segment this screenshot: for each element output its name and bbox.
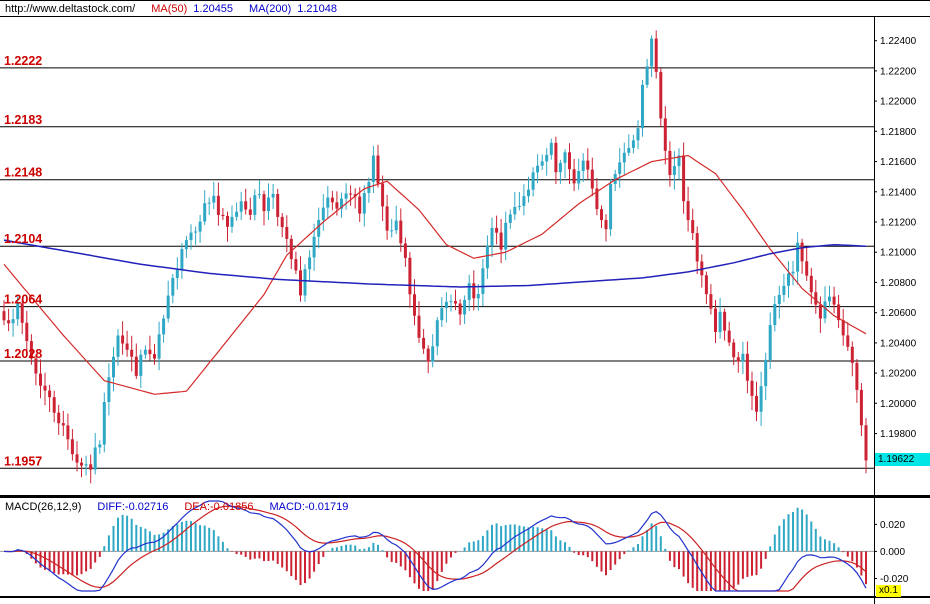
svg-text:1.2104: 1.2104 <box>4 232 42 246</box>
level-labels: 1.2222 1.2183 1.2148 1.2104 1.2064 1.2028 1.19… <box>4 54 42 468</box>
ma50-legend-value: 1.20455 <box>193 2 234 15</box>
svg-text:1.21800: 1.21800 <box>880 127 917 138</box>
svg-text:1.19800: 1.19800 <box>880 429 917 440</box>
ma200-line <box>3 239 867 288</box>
svg-text:1.2064: 1.2064 <box>4 293 42 307</box>
current-price-tag: 1.19622 <box>875 453 930 466</box>
watermark-url: http://www.deltastock.com/ <box>5 2 136 15</box>
macd-diff-value: DIFF:-0.02716 <box>97 501 169 513</box>
svg-text:1.20400: 1.20400 <box>880 338 917 349</box>
svg-text:1.22400: 1.22400 <box>880 36 917 47</box>
price-axis: 1.22400 1.22200 1.22000 1.21800 1.21600 1.214… <box>874 36 917 440</box>
ma50-line <box>3 154 867 395</box>
ma50-legend-label: MA(50) <box>151 2 188 15</box>
macd-scale-badge: x0.1 <box>876 585 901 597</box>
svg-text:0.020: 0.020 <box>880 520 905 531</box>
svg-text:1.22000: 1.22000 <box>880 97 917 108</box>
svg-text:1.2222: 1.2222 <box>4 54 42 68</box>
svg-text:1.21200: 1.21200 <box>880 218 917 229</box>
macd-axis: 0.020 0.000 -0.020 <box>874 520 909 585</box>
candlesticks[interactable] <box>2 30 868 484</box>
svg-text:1.2148: 1.2148 <box>4 166 42 180</box>
ma200-legend-label: MA(200) <box>249 2 292 15</box>
support-resistance-lines <box>0 67 874 469</box>
svg-text:-0.020: -0.020 <box>880 574 909 585</box>
macd-dea-value: DEA:-0.01856 <box>184 501 254 513</box>
svg-text:1.22200: 1.22200 <box>880 66 917 77</box>
ma200-legend-value: 1.21048 <box>297 2 337 15</box>
macd-diff-line <box>3 500 867 592</box>
macd-params-label: MACD(26,12,9) <box>5 501 82 513</box>
svg-text:0.000: 0.000 <box>880 547 905 558</box>
svg-text:1.20800: 1.20800 <box>880 278 917 289</box>
macd-histogram <box>7 507 867 591</box>
svg-text:1.20000: 1.20000 <box>880 399 917 410</box>
svg-text:1.21400: 1.21400 <box>880 187 917 198</box>
macd-value: MACD:-0.01719 <box>269 501 349 513</box>
macd-dea-line <box>3 505 867 592</box>
svg-text:1.21000: 1.21000 <box>880 248 917 259</box>
svg-text:1.1957: 1.1957 <box>4 454 42 468</box>
macd-legend: MACD(26,12,9) DIFF:-0.02716 DEA:-0.01856… <box>5 501 348 513</box>
svg-text:1.2183: 1.2183 <box>4 113 42 127</box>
chart-header: http://www.deltastock.com/ MA(50) 1.2045… <box>0 0 930 17</box>
svg-text:1.21600: 1.21600 <box>880 157 917 168</box>
svg-text:1.20200: 1.20200 <box>880 369 917 380</box>
svg-text:1.20600: 1.20600 <box>880 308 917 319</box>
svg-text:1.2028: 1.2028 <box>4 347 42 361</box>
